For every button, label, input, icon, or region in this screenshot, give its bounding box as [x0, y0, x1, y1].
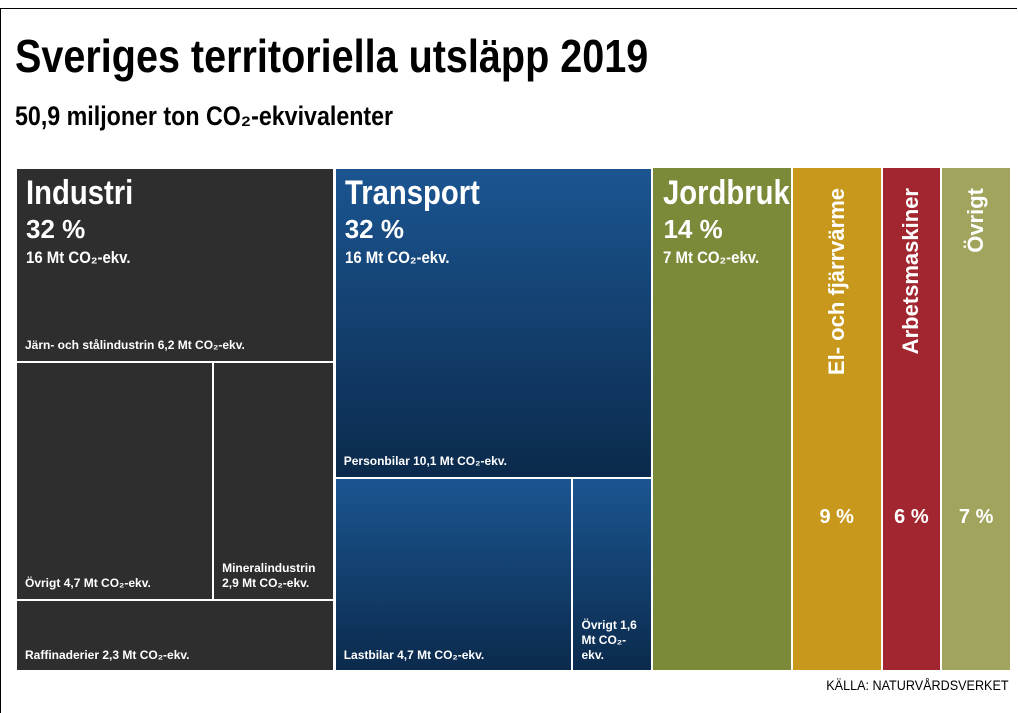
- sub-name: Järn- och stålindustrin: [25, 338, 155, 353]
- category-amount: 16 Mt CO₂-ekv.: [344, 248, 450, 267]
- sub-value-label: 1,6 Mt CO₂-ekv.: [581, 617, 637, 662]
- category-amount: 16 Mt CO₂-ekv.: [26, 248, 131, 267]
- sub-value-label: 2,3 Mt CO₂-ekv.: [102, 648, 190, 662]
- category-name: El- och fjärrvärme: [823, 188, 849, 376]
- category-box: Personbilar 10,1 Mt CO₂-ekv. Lastbilar 4,…: [333, 167, 653, 671]
- category-name: Jordbruk: [663, 174, 791, 212]
- category-percent: 32 %: [344, 214, 404, 244]
- title: Sveriges territoriella utsläpp 2019: [15, 30, 649, 82]
- sub-name: Raffinaderier: [25, 648, 100, 662]
- sub-label: Övrigt 4,7 Mt CO₂-ekv.: [25, 576, 208, 591]
- sub-name: Mineralindustrin: [222, 560, 316, 575]
- sub-value-label: 2,9 Mt CO₂-ekv.: [222, 575, 310, 590]
- category-box: Arbetsmaskiner 6 %: [881, 167, 942, 671]
- sub-label: Mineralindustrin 2,9 Mt CO₂-ekv.: [222, 561, 330, 591]
- infographic: Sveriges territoriella utsläpp 2019 50,9…: [0, 8, 1017, 713]
- sub-label: Övrigt 1,6 Mt CO₂-ekv.: [581, 618, 648, 663]
- category-amount: 7 Mt CO₂-ekv.: [663, 248, 760, 267]
- category-percent: 14 %: [663, 214, 723, 244]
- category-percent: 9 %: [819, 506, 854, 528]
- sub-box: Personbilar 10,1 Mt CO₂-ekv.: [334, 168, 652, 479]
- sub-label: Järn- och stålindustrin 6,2 Mt CO₂-ekv.: [25, 338, 330, 353]
- category-box: Jordbruk 14 % 7 Mt CO₂-ekv.: [652, 167, 792, 671]
- category-name: Övrigt: [963, 188, 989, 253]
- sub-box: Raffinaderier 2,3 Mt CO₂-ekv.: [16, 600, 333, 670]
- sub-box: Övrigt 4,7 Mt CO₂-ekv.: [16, 362, 214, 600]
- sub-label: Lastbilar 4,7 Mt CO₂-ekv.: [344, 648, 568, 663]
- category-name: Transport: [344, 174, 480, 212]
- category-percent: 6 %: [894, 506, 929, 528]
- source: KÄLLA: NATURVÅRDSVERKET: [826, 677, 1009, 693]
- sub-box: Övrigt 1,6 Mt CO₂-ekv.: [572, 478, 652, 670]
- category-box: El- och fjärrvärme 9 %: [791, 167, 882, 671]
- sub-label: Raffinaderier 2,3 Mt CO₂-ekv.: [25, 648, 330, 663]
- sub-label: Personbilar 10,1 Mt CO₂-ekv.: [344, 454, 649, 469]
- sub-name: Personbilar: [343, 454, 410, 469]
- sub-box: Lastbilar 4,7 Mt CO₂-ekv.: [334, 478, 573, 670]
- sub-name: Lastbilar: [343, 647, 394, 662]
- sub-name: Övrigt: [581, 617, 617, 632]
- sub-box: Järn- och stålindustrin 6,2 Mt CO₂-ekv.: [16, 168, 333, 363]
- category-box: Järn- och stålindustrin 6,2 Mt CO₂-ekv. Ö…: [15, 167, 334, 671]
- category-name: Arbetsmaskiner: [898, 188, 924, 355]
- sub-value-label: 4,7 Mt CO₂-ekv.: [397, 647, 485, 662]
- subtitle: 50,9 miljoner ton CO₂-ekvivalenter: [15, 101, 394, 131]
- category-box: Övrigt 7 %: [941, 167, 1011, 671]
- category-percent: 32 %: [26, 214, 86, 244]
- sub-value-label: 10,1 Mt CO₂-ekv.: [413, 454, 507, 469]
- sub-value-label: 4,7 Mt CO₂-ekv.: [63, 575, 151, 590]
- sub-box: Mineralindustrin 2,9 Mt CO₂-ekv.: [213, 362, 333, 600]
- sub-value-label: 6,2 Mt CO₂-ekv.: [157, 338, 245, 353]
- sub-name: Övrigt: [25, 575, 61, 590]
- category-percent: 7 %: [958, 506, 994, 528]
- category-name: Industri: [26, 174, 134, 212]
